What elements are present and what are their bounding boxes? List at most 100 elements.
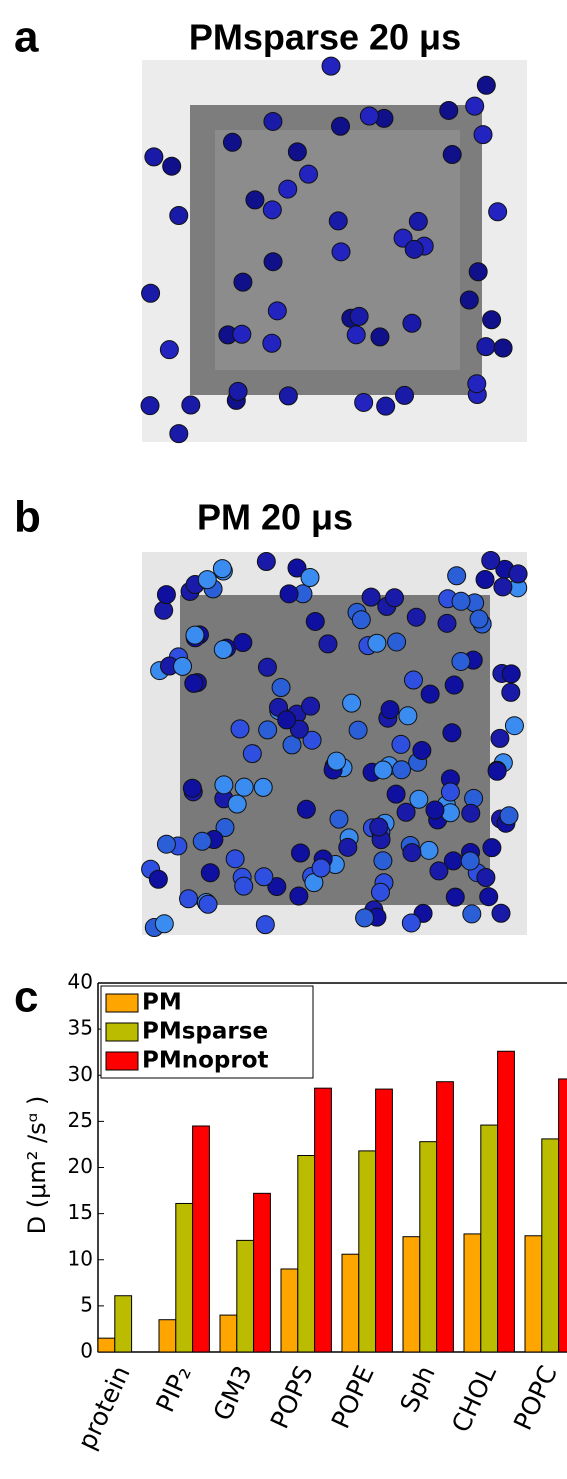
particle (179, 889, 199, 909)
particle (287, 142, 307, 162)
x-tick-label: Sph (394, 1361, 440, 1416)
particle (197, 570, 217, 590)
bar (236, 1239, 255, 1353)
chart: 0 5 10 15 20 25 30 35 40 D (μm² /sᵅ ) protein PIP₂ G… (23, 970, 567, 1454)
particle (476, 75, 496, 95)
particle (396, 802, 416, 822)
particle (301, 696, 321, 716)
particle (409, 789, 429, 809)
particle (373, 760, 393, 780)
bar (497, 1050, 515, 1353)
particle (349, 306, 369, 326)
particle (504, 716, 524, 736)
particle (263, 252, 283, 272)
particle (233, 272, 253, 292)
bar (402, 1236, 421, 1353)
particle (232, 324, 252, 344)
particle (493, 577, 513, 597)
particle (373, 851, 393, 871)
particle (501, 664, 521, 684)
particle (351, 610, 371, 630)
particle (487, 761, 507, 781)
particle (233, 633, 253, 653)
particle (462, 904, 482, 924)
panel-label: b (14, 493, 41, 542)
particle (348, 720, 368, 740)
particle (468, 262, 488, 282)
y-tick-label: 40 (68, 970, 93, 994)
particle (159, 340, 179, 360)
snapshot (140, 56, 527, 444)
particle (234, 777, 254, 797)
particle (225, 849, 245, 869)
particle (262, 200, 282, 220)
particle (476, 868, 496, 888)
particle (403, 670, 423, 690)
particle (461, 803, 481, 823)
panel-label: a (14, 13, 39, 62)
particle (245, 190, 265, 210)
particle (451, 651, 471, 671)
particle (255, 915, 275, 935)
y-tick-label: 15 (68, 1200, 93, 1224)
particle (429, 861, 449, 881)
particle (278, 179, 298, 199)
panel-title: PM 20 μs (197, 497, 353, 538)
x-tick-label: protein (72, 1361, 136, 1454)
legend-swatch (105, 993, 139, 1013)
particle (277, 710, 297, 730)
particle (321, 56, 341, 76)
particle (408, 211, 428, 231)
bar (341, 1253, 360, 1353)
particle (475, 570, 495, 590)
particle (192, 831, 212, 851)
particle (148, 869, 168, 889)
particle (230, 719, 250, 739)
y-tick-label: 10 (68, 1246, 93, 1270)
bar (558, 1078, 567, 1353)
particle (412, 740, 432, 760)
x-tick-label: POPS (265, 1361, 319, 1433)
particle (311, 858, 331, 878)
particle (271, 678, 291, 698)
particle (401, 913, 421, 933)
particle (482, 838, 502, 858)
particle (184, 673, 204, 693)
particle (185, 625, 205, 645)
particle (234, 876, 254, 896)
bar (419, 1141, 438, 1353)
legend-swatch (105, 1051, 139, 1071)
particle (402, 843, 422, 863)
particle (258, 720, 278, 740)
particle (182, 778, 202, 798)
bar (297, 1155, 316, 1353)
particle (331, 242, 351, 262)
particle (398, 706, 418, 726)
particle (370, 882, 390, 902)
particle (391, 734, 411, 754)
particle (508, 564, 528, 584)
particle (439, 100, 459, 120)
particle (380, 700, 400, 720)
bar (436, 1081, 454, 1353)
particle (198, 894, 218, 914)
particle (302, 730, 322, 750)
y-axis-label: D (μm² /sᵅ ) (23, 1096, 51, 1235)
y-tick-label: 0 (80, 1339, 93, 1363)
y-tick-label: 35 (68, 1016, 93, 1040)
particle (444, 675, 464, 695)
particle (499, 806, 519, 826)
particle (338, 837, 358, 857)
particle (222, 132, 242, 152)
bar (541, 1138, 560, 1353)
particle (355, 908, 375, 928)
particle (156, 834, 176, 854)
particle (467, 374, 487, 394)
particle (404, 239, 424, 259)
particle (369, 817, 389, 837)
particle (384, 588, 404, 608)
y-tick-label: 5 (80, 1292, 93, 1316)
bar (480, 1124, 499, 1353)
x-tick-label: PIP₂ (150, 1361, 196, 1416)
particle (300, 567, 320, 587)
